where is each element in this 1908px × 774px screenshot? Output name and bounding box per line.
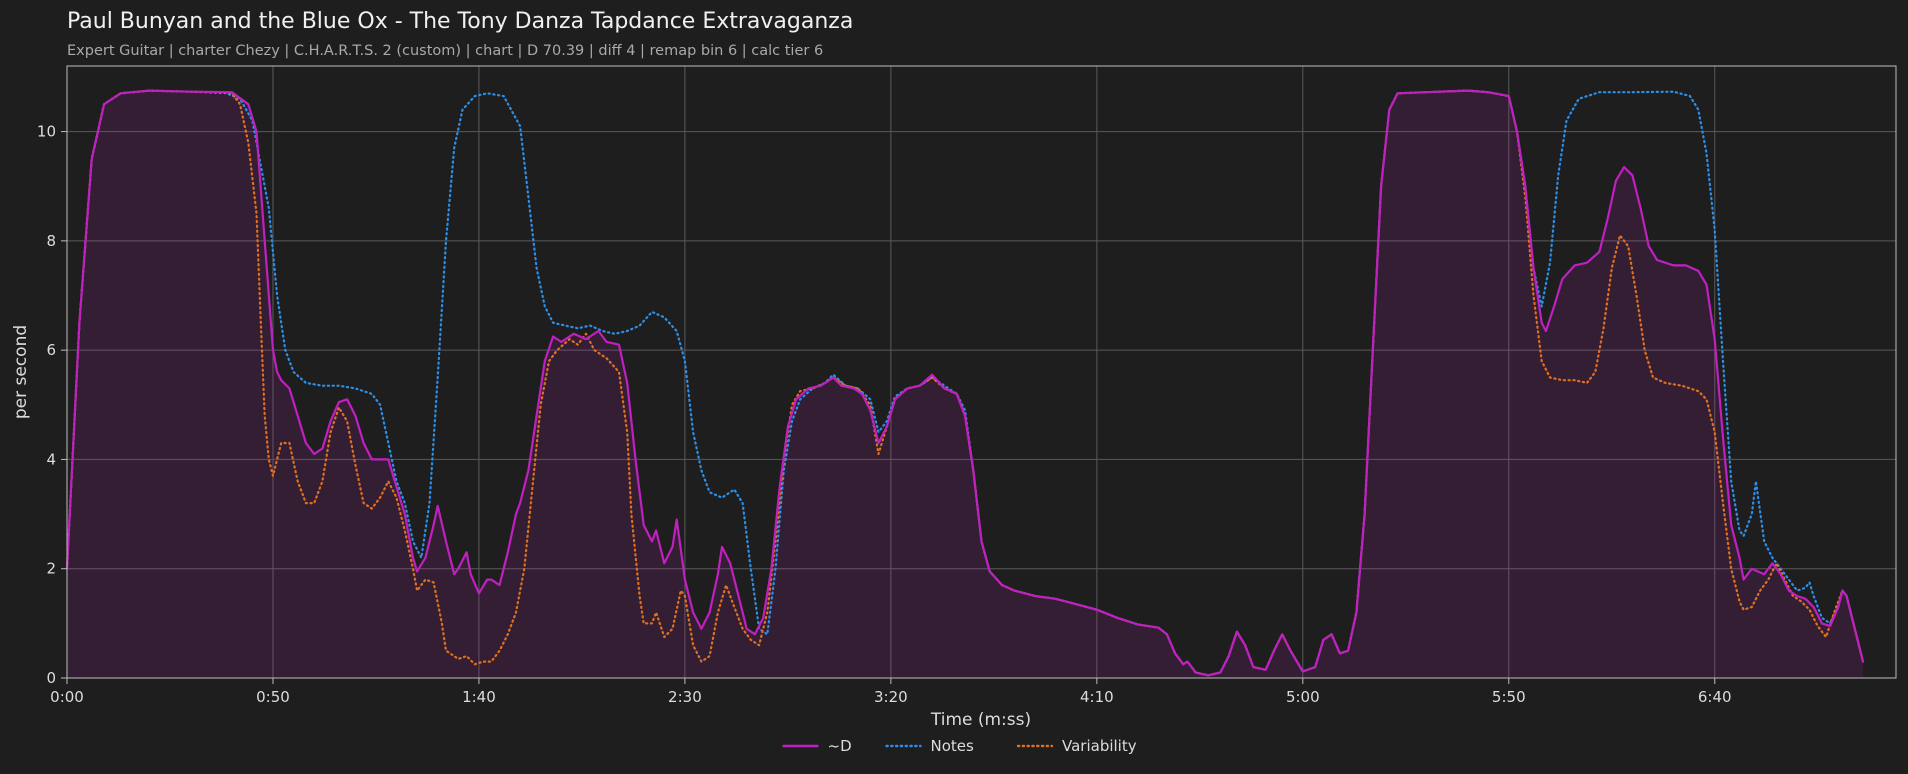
- y-tick-label: 6: [46, 341, 56, 359]
- x-tick-label: 0:00: [50, 688, 84, 706]
- series-line-variability: [65, 89, 1865, 677]
- legend-label: ~D: [828, 737, 852, 755]
- y-tick-label: 4: [46, 450, 56, 468]
- fill-area: [67, 90, 1863, 679]
- y-axis-label: per second: [11, 325, 31, 419]
- legend: ~D Notes Variability: [782, 737, 1137, 755]
- y-tick-label: 2: [46, 560, 56, 578]
- chart-subtitle: Expert Guitar | charter Chezy | C.H.A.R.…: [67, 43, 823, 59]
- x-tick-label: 5:50: [1492, 688, 1526, 706]
- series-fill-d: [67, 90, 1863, 679]
- x-tick-label: 3:20: [874, 688, 908, 706]
- x-tick-label: 1:40: [462, 688, 496, 706]
- chart-title: Paul Bunyan and the Blue Ox - The Tony D…: [67, 9, 853, 34]
- series-line-d: [65, 89, 1865, 677]
- x-axis-label: Time (m:ss): [930, 710, 1031, 730]
- y-tick-label: 0: [46, 669, 56, 687]
- x-tick-label: 4:10: [1080, 688, 1114, 706]
- y-tick-label: 10: [37, 123, 56, 141]
- series-lines: [65, 89, 1865, 677]
- legend-label: Variability: [1062, 737, 1137, 755]
- y-tick-label: 8: [46, 232, 56, 250]
- x-tick-label: 5:00: [1286, 688, 1320, 706]
- legend-label: Notes: [931, 737, 975, 755]
- x-tick-label: 0:50: [256, 688, 290, 706]
- x-tick-label: 6:40: [1698, 688, 1732, 706]
- axis-ticks: 0:00 0:50 1:40 2:30 3:20 4:10 5:00 5:50 6:40 0 2 4 6…: [37, 123, 1732, 706]
- plot-frame: [66, 65, 1897, 679]
- x-tick-label: 2:30: [668, 688, 702, 706]
